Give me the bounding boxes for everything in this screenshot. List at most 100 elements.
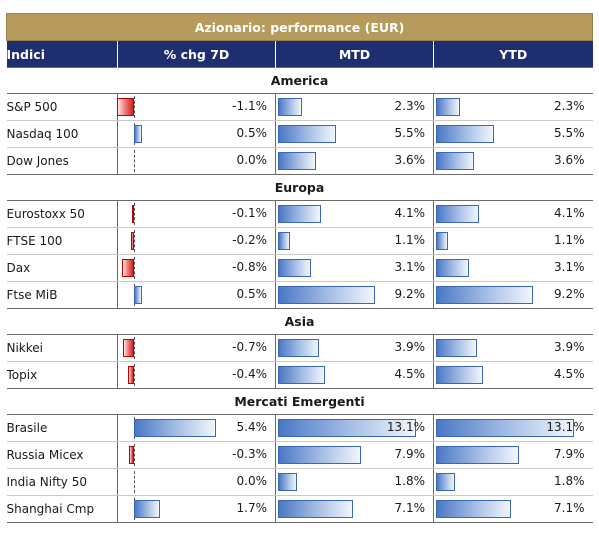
section-header-row: America [6, 67, 593, 94]
zero-axis-line [134, 364, 135, 386]
negative-data-bar [123, 339, 134, 357]
zero-axis-line [134, 230, 135, 252]
positive-data-bar [278, 259, 311, 277]
chg7d-value: 0.0% [236, 153, 268, 167]
table-row: India Nifty 50 0.0% 1.8% 1.8% [6, 468, 593, 496]
section-title: America [6, 67, 593, 94]
table-row: Eurostoxx 50 -0.1% 4.1% 4.1% [6, 200, 593, 228]
ytd-cell: 7.1% [433, 495, 593, 523]
header-chg-7d: % chg 7D [117, 40, 276, 68]
index-name: Nikkei [6, 334, 118, 362]
negative-data-bar [127, 366, 134, 384]
zero-axis-line [134, 257, 135, 279]
ytd-value: 7.9% [554, 447, 585, 461]
table-row: Brasile 5.4% 13.1% 13.1% [6, 414, 593, 442]
positive-data-bar [436, 152, 474, 170]
mtd-value: 9.2% [394, 287, 426, 301]
index-name: Brasile [6, 414, 118, 442]
ytd-value: 3.6% [554, 153, 585, 167]
chg7d-cell: 1.7% [117, 495, 276, 523]
chg7d-value: 1.7% [236, 501, 268, 515]
negative-data-bar [121, 259, 134, 277]
mtd-value: 4.1% [394, 206, 426, 220]
ytd-value: 4.5% [554, 367, 585, 381]
chg7d-value: -0.8% [232, 260, 267, 274]
ytd-cell: 7.9% [433, 441, 593, 469]
mtd-cell: 3.6% [275, 147, 434, 175]
table-row: Nasdaq 100 0.5% 5.5% 5.5% [6, 120, 593, 148]
chg7d-value: 0.5% [236, 287, 268, 301]
positive-data-bar [278, 205, 322, 223]
chg7d-cell: 0.0% [117, 468, 276, 496]
index-name: Shanghai Cmp [6, 495, 118, 523]
section-title: Europa [6, 174, 593, 201]
positive-data-bar [436, 446, 519, 464]
ytd-value: 2.3% [554, 99, 585, 113]
index-name: Dax [6, 254, 118, 282]
chg7d-cell: -0.3% [117, 441, 276, 469]
mtd-cell: 1.8% [275, 468, 434, 496]
table-row: S&P 500 -1.1% 2.3% 2.3% [6, 93, 593, 121]
header-ytd: YTD [433, 40, 593, 68]
ytd-value: 4.1% [554, 206, 585, 220]
positive-data-bar [436, 500, 511, 518]
table-row: Ftse MiB 0.5% 9.2% 9.2% [6, 281, 593, 309]
mtd-value: 13.1% [386, 420, 425, 434]
header-mtd: MTD [275, 40, 434, 68]
index-name: Nasdaq 100 [6, 120, 118, 148]
positive-data-bar [436, 366, 484, 384]
ytd-cell: 2.3% [433, 93, 593, 121]
mtd-cell: 5.5% [275, 120, 434, 148]
mtd-cell: 2.3% [275, 93, 434, 121]
mtd-value: 2.3% [394, 99, 426, 113]
mtd-cell: 7.1% [275, 495, 434, 523]
ytd-cell: 3.1% [433, 254, 593, 282]
positive-data-bar [278, 500, 353, 518]
ytd-cell: 13.1% [433, 414, 593, 442]
table-row: Topix -0.4% 4.5% 4.5% [6, 361, 593, 389]
positive-data-bar [436, 339, 477, 357]
ytd-value: 1.8% [554, 474, 585, 488]
section-header-row: Asia [6, 308, 593, 335]
mtd-cell: 3.1% [275, 254, 434, 282]
ytd-value: 1.1% [554, 233, 585, 247]
chg7d-cell: 0.5% [117, 120, 276, 148]
mtd-value: 1.1% [394, 233, 426, 247]
chg7d-value: -0.4% [232, 367, 267, 381]
negative-data-bar [130, 232, 134, 250]
chg7d-cell: -0.7% [117, 334, 276, 362]
index-name: FTSE 100 [6, 227, 118, 255]
ytd-cell: 9.2% [433, 281, 593, 309]
mtd-cell: 4.1% [275, 200, 434, 228]
ytd-value: 7.1% [554, 501, 585, 515]
column-header-row: Indici % chg 7D MTD YTD [6, 40, 593, 68]
chg7d-value: -0.7% [232, 340, 267, 354]
mtd-cell: 3.9% [275, 334, 434, 362]
ytd-cell: 1.1% [433, 227, 593, 255]
section-header-row: Mercati Emergenti [6, 388, 593, 415]
chg7d-cell: 5.4% [117, 414, 276, 442]
ytd-value: 3.9% [554, 340, 585, 354]
positive-data-bar [134, 286, 142, 304]
chg7d-value: -0.3% [232, 447, 267, 461]
ytd-value: 3.1% [554, 260, 585, 274]
negative-data-bar [117, 98, 134, 116]
table-title: Azionario: performance (EUR) [5, 13, 594, 41]
table-row: Dax -0.8% 3.1% 3.1% [6, 254, 593, 282]
mtd-value: 4.5% [394, 367, 426, 381]
positive-data-bar [278, 419, 416, 437]
index-name: Russia Micex [6, 441, 118, 469]
positive-data-bar [278, 152, 316, 170]
positive-data-bar [436, 98, 461, 116]
table-row: Russia Micex -0.3% 7.9% 7.9% [6, 441, 593, 469]
mtd-cell: 9.2% [275, 281, 434, 309]
chg7d-value: -0.1% [232, 206, 267, 220]
positive-data-bar [278, 446, 361, 464]
ytd-value: 9.2% [554, 287, 585, 301]
negative-data-bar [129, 446, 134, 464]
positive-data-bar [134, 125, 142, 143]
zero-axis-line [134, 150, 135, 172]
section-header-row: Europa [6, 174, 593, 201]
index-name: Ftse MiB [6, 281, 118, 309]
chg7d-cell: 0.0% [117, 147, 276, 175]
